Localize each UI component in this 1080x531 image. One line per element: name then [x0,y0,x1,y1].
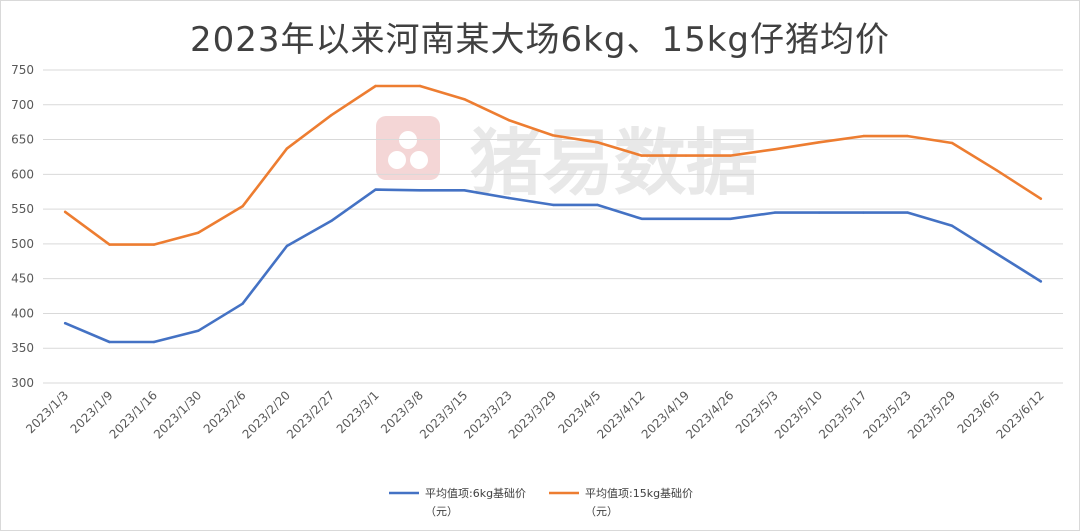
data-point [862,211,865,214]
data-point [817,141,821,144]
data-point [63,322,67,325]
x-tick-label: 2023/1/30 [151,388,204,441]
data-point [418,84,422,88]
y-axis: 300 350 400 450 500 550 600 650 700 750 [11,63,34,390]
x-tick-label: 2023/2/27 [284,388,337,441]
data-point [950,224,954,227]
x-axis: 2023/1/32023/1/92023/1/162023/1/302023/2… [23,388,1047,441]
data-point [596,203,599,207]
data-point [418,189,422,192]
legend-label-unit: （元） [425,505,458,518]
data-point [684,154,688,157]
grid-lines [43,69,1063,384]
y-tick-label: 650 [11,133,34,147]
x-tick-label: 2023/3/1 [334,388,382,436]
data-point [152,340,156,344]
data-point [995,169,998,172]
data-point [1039,197,1043,200]
data-point [330,219,333,223]
data-point [729,154,732,157]
data-point [640,154,643,157]
chart-title: 2023年以来河南某大场6kg、15kg仔猪均价 [190,20,890,60]
data-point [906,211,909,214]
legend-label-unit: （元） [585,505,618,518]
y-tick-label: 400 [11,306,34,320]
y-tick-label: 350 [11,341,34,355]
data-point [463,189,466,192]
data-point [241,205,244,208]
y-tick-label: 550 [11,202,34,216]
y-tick-label: 450 [11,272,34,286]
data-point [817,211,821,214]
y-tick-label: 600 [11,167,34,181]
data-point [285,147,289,150]
y-tick-label: 300 [11,376,34,390]
x-tick-label: 2023/3/29 [506,388,559,441]
data-point [950,141,954,145]
data-point [1039,280,1043,283]
legend: 平均值项:6kg基础价 （元） 平均值项:15kg基础价 （元） [389,487,693,518]
y-tick-label: 500 [11,237,34,251]
data-point [551,203,555,207]
x-tick-label: 2023/4/26 [683,388,736,441]
y-tick-label: 750 [11,63,34,77]
data-point [507,118,510,122]
data-point [63,210,67,214]
watermark: 猪易数据 [376,116,758,205]
data-point [551,134,555,137]
data-point [773,148,776,151]
data-point [108,243,111,246]
series-line-6kg [63,188,1043,344]
data-point [640,217,643,220]
data-point [773,211,776,214]
data-point [995,252,998,255]
data-point [596,141,599,144]
legend-label: 平均值项:6kg基础价 [425,487,526,500]
data-point [463,98,466,101]
data-point [197,231,200,234]
series-lines [63,84,1043,344]
legend-label: 平均值项:15kg基础价 [585,487,693,500]
data-point [862,134,865,138]
data-point [152,243,156,246]
data-point [507,196,510,200]
x-tick-label: 2023/5/29 [905,388,958,441]
data-point [330,114,333,117]
x-tick-label: 2023/6/12 [994,388,1047,441]
data-point [374,84,377,88]
data-point [108,340,111,344]
data-point [241,302,244,305]
data-point [285,244,289,248]
x-tick-label: 2023/1/3 [23,388,71,436]
watermark-text: 猪易数据 [470,121,758,205]
data-point [729,217,732,220]
data-point [374,188,377,191]
y-tick-label: 700 [11,98,34,112]
data-point [684,217,688,220]
data-point [197,329,200,332]
data-point [906,134,909,138]
